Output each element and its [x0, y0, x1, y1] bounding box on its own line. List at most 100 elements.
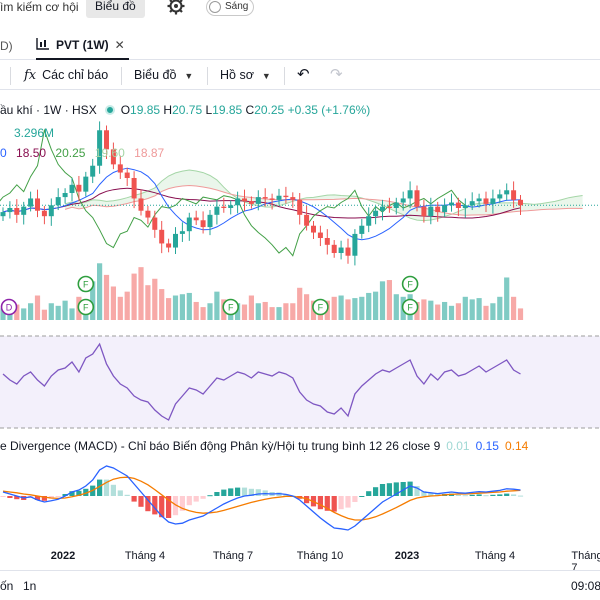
volume-bar: [55, 305, 61, 320]
macd-legend: e Divergence (MACD) - Chỉ báo Biến động …: [0, 439, 528, 453]
macd-histogram-bar: [462, 495, 468, 497]
toolbar-divider: [207, 67, 208, 85]
volume-bar: [207, 303, 213, 320]
macd-histogram-bar: [304, 496, 310, 504]
volume-bar: [21, 308, 27, 320]
gear-icon[interactable]: [167, 0, 185, 15]
candle-body: [428, 206, 434, 217]
macd-histogram-bar: [193, 496, 199, 502]
macd-histogram-bar: [324, 496, 330, 511]
close-tab-icon[interactable]: ✕: [114, 38, 125, 52]
ichimoku-value: 20.25: [55, 146, 86, 160]
macd-histogram-bar: [235, 487, 241, 496]
chevron-down-icon: ▼: [184, 71, 194, 81]
profile-dropdown[interactable]: Hồ sơ ▼: [220, 68, 271, 82]
macd-histogram-bar: [517, 495, 524, 497]
candle-body: [511, 190, 517, 200]
volume-bar: [248, 295, 254, 320]
low-label: L: [205, 103, 213, 117]
range-button-1y[interactable]: 1n: [23, 579, 37, 593]
financial-marker-icon: [401, 275, 419, 293]
volume-bar: [345, 299, 351, 320]
macd-histogram-bar: [214, 492, 220, 496]
macd-histogram-bar: [248, 488, 254, 496]
macd-histogram-bar: [34, 496, 41, 500]
candle-body: [110, 149, 116, 165]
toggle-knob: [209, 1, 221, 13]
candle-body: [69, 184, 75, 193]
candle-body: [207, 214, 213, 228]
macd-title[interactable]: e Divergence (MACD) - Chỉ báo Biến động …: [0, 439, 441, 453]
volume-bar: [186, 292, 192, 320]
time-axis[interactable]: 2022 Tháng 4 Tháng 7 Tháng 10 2023 Tháng…: [0, 545, 600, 574]
tab-previous[interactable]: D): [0, 39, 13, 53]
macd-histogram-bar: [7, 496, 13, 498]
candle-body: [173, 233, 178, 248]
volume-bar: [393, 294, 399, 320]
macd-histogram-bar: [338, 496, 344, 510]
candle-body: [290, 197, 296, 200]
candle-body: [235, 198, 241, 206]
ichimoku-value: 18.87: [134, 146, 165, 160]
volume-bar: [200, 307, 206, 320]
macd-histogram-bar: [228, 488, 234, 496]
candle-body: [414, 190, 420, 207]
range-button[interactable]: ốn: [0, 579, 14, 593]
find-opportunity-link[interactable]: ìm kiếm cơ hội: [0, 0, 79, 14]
marker-label: F: [407, 303, 413, 313]
marker-label: F: [83, 303, 89, 313]
symbol-name[interactable]: ầu khí · 1W · HSX: [0, 103, 97, 117]
volume-bar: [386, 280, 392, 320]
macd-histogram-bar: [504, 493, 510, 496]
macd-histogram-bar: [83, 488, 89, 496]
macd-line: [2, 465, 521, 531]
volume-bar: [69, 308, 75, 320]
volume-bar: [338, 295, 344, 320]
volume-bar: [269, 307, 275, 320]
volume-bar: [421, 299, 427, 320]
low-value: 19.85: [212, 103, 243, 117]
time-tick: Tháng 7: [212, 550, 254, 562]
candle-body: [317, 232, 323, 238]
candle-body: [338, 247, 344, 253]
bottom-bar: ốn 1n 09:08: [0, 570, 600, 600]
chart-area[interactable]: D F F F F F F: [0, 92, 600, 570]
candle-body: [214, 206, 220, 215]
candle-body: [0, 212, 6, 217]
volume-bar: [41, 309, 47, 320]
candle-body: [304, 214, 310, 226]
tab-pvt-weekly[interactable]: PVT (1W) ✕: [36, 38, 129, 60]
macd-histogram-bar: [386, 483, 392, 496]
indicators-label: Các chỉ báo: [42, 68, 109, 82]
candle-body: [35, 198, 40, 211]
event-markers: D F F F F F F: [0, 275, 419, 316]
macd-histogram-bar: [476, 494, 482, 496]
theme-toggle[interactable]: Sáng: [206, 0, 254, 16]
candle-body: [311, 225, 316, 233]
volume-bar: [469, 299, 475, 320]
volume-bar: [235, 303, 241, 320]
undo-icon[interactable]: ↶: [297, 66, 310, 83]
chart-type-dropdown[interactable]: Biểu đồ ▼: [134, 68, 193, 82]
indicators-button[interactable]: fx Các chỉ báo: [24, 68, 108, 83]
base-line: [2, 187, 521, 219]
chart-tab-icon: [36, 38, 49, 50]
ichimoku-legend: 0 18.50 20.25 19.60 18.87: [0, 146, 164, 160]
candle-body: [152, 217, 158, 230]
chart-toolbar: fx Các chỉ báo Biểu đồ ▼ Hồ sơ ▼ ↶ ↷: [0, 62, 600, 90]
financial-marker-icon: [222, 298, 239, 316]
macd-histogram-value: 0.01: [446, 439, 470, 453]
price-chart[interactable]: D F F F F F F: [0, 92, 600, 570]
macd-histogram-bar: [455, 494, 461, 496]
candle-body: [131, 178, 137, 199]
profile-label: Hồ sơ: [220, 68, 254, 82]
redo-icon[interactable]: ↷: [330, 66, 343, 83]
toolbar-divider: [121, 67, 122, 85]
candle-body: [83, 176, 89, 192]
volume-bar: [476, 298, 482, 320]
candle-body: [138, 198, 144, 211]
top-navigation: ìm kiếm cơ hội Biểu đồ Sáng: [0, 0, 600, 22]
chart-button[interactable]: Biểu đồ: [86, 0, 145, 18]
volume-bar: [442, 301, 448, 320]
